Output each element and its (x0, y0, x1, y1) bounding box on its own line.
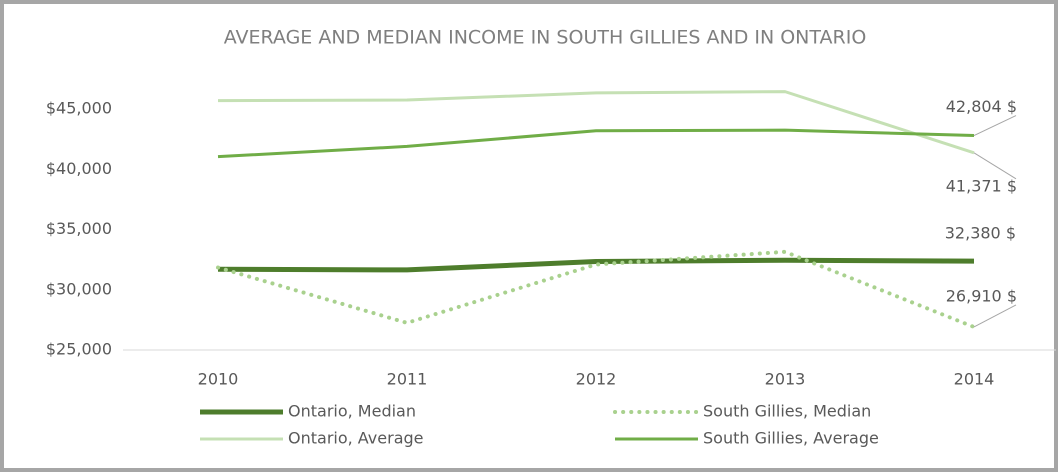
x-tick-label: 2012 (576, 370, 617, 389)
y-tick-label: $45,000 (46, 99, 112, 118)
y-tick-label: $35,000 (46, 219, 112, 238)
data-label: 41,371 $ (946, 176, 1017, 195)
leader-line (973, 115, 1017, 136)
leader-line (973, 304, 1017, 328)
legend-label: Ontario, Median (288, 402, 416, 421)
chart-title: AVERAGE AND MEDIAN INCOME IN SOUTH GILLI… (224, 27, 867, 49)
y-tick-label: $40,000 (46, 159, 112, 178)
x-tick-label: 2010 (198, 370, 239, 389)
leader-line (973, 152, 1017, 180)
y-tick-label: $25,000 (46, 340, 112, 359)
x-tick-label: 2014 (954, 370, 995, 389)
series-line (217, 90, 975, 155)
data-label: 32,380 $ (945, 224, 1016, 243)
legend-label: South Gillies, Median (703, 402, 871, 421)
series-line (217, 257, 975, 273)
series-line (216, 249, 976, 329)
data-label: 42,804 $ (946, 97, 1017, 116)
legend-label: South Gillies, Average (703, 429, 879, 448)
y-tick-label: $30,000 (46, 279, 112, 298)
legend-label: Ontario, Average (288, 429, 424, 448)
x-tick-label: 2011 (387, 370, 428, 389)
series-line (217, 128, 975, 159)
data-label: 26,910 $ (946, 286, 1017, 305)
x-tick-label: 2013 (765, 370, 806, 389)
